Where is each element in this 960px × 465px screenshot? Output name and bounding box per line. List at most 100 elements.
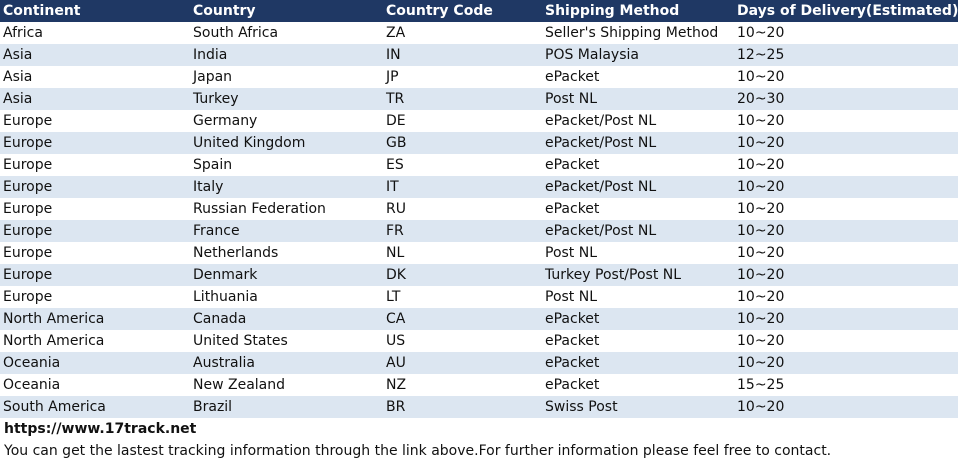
cell: POS Malaysia — [545, 47, 639, 63]
table-row: Europe Russian Federation RU ePacket 10~20 — [0, 198, 958, 220]
cell: Country — [193, 3, 256, 19]
cell: 12~25 — [737, 47, 785, 63]
cell: Spain — [193, 157, 233, 173]
cell: ZA — [386, 25, 406, 41]
cell: India — [193, 47, 228, 63]
cell: Asia — [3, 69, 33, 85]
cell: NL — [386, 245, 405, 261]
cell: 10~20 — [737, 289, 785, 305]
table-row: Oceania New Zealand NZ ePacket 15~25 — [0, 374, 958, 396]
cell: DE — [386, 113, 406, 129]
cell: Italy — [193, 179, 224, 195]
cell: Europe — [3, 267, 53, 283]
cell: ES — [386, 157, 404, 173]
cell: Asia — [3, 91, 33, 107]
cell: ePacket/Post NL — [545, 179, 657, 195]
table-row: Asia Turkey TR Post NL 20~30 — [0, 88, 958, 110]
cell: BR — [386, 399, 406, 415]
cell: Swiss Post — [545, 399, 618, 415]
cell: Germany — [193, 113, 258, 129]
cell: Shipping Method — [545, 3, 680, 19]
cell: Europe — [3, 223, 53, 239]
cell: 10~20 — [737, 223, 785, 239]
cell: Post NL — [545, 245, 598, 261]
cell: Canada — [193, 311, 247, 327]
cell: ePacket/Post NL — [545, 223, 657, 239]
cell: North America — [3, 333, 105, 349]
cell: 10~20 — [737, 135, 785, 151]
cell: JP — [386, 69, 399, 85]
cell: Denmark — [193, 267, 258, 283]
cell: New Zealand — [193, 377, 285, 393]
cell: Oceania — [3, 377, 61, 393]
shipping-table: Continent Country Country Code Shipping Met… — [0, 0, 958, 418]
cell: Lithuania — [193, 289, 258, 305]
cell: FR — [386, 223, 404, 239]
cell: NZ — [386, 377, 407, 393]
link[interactable]: https://www.17track.net — [4, 421, 197, 437]
cell: South America — [3, 399, 106, 415]
cell: Post NL — [545, 91, 598, 107]
cell: 10~20 — [737, 25, 785, 41]
table-row: North America United States US ePacket 10~20 — [0, 330, 958, 352]
cell: 10~20 — [737, 157, 785, 173]
cell: Continent — [3, 3, 81, 19]
cell: LT — [386, 289, 401, 305]
table-row: South America Brazil BR Swiss Post 10~20 — [0, 396, 958, 418]
table-row: Africa South Africa ZA Seller's Shipping Me… — [0, 22, 958, 44]
cell: 20~30 — [737, 91, 785, 107]
cell: US — [386, 333, 406, 349]
table-row: Asia India IN POS Malaysia 12~25 — [0, 44, 958, 66]
cell: IT — [386, 179, 399, 195]
cell: ePacket/Post NL — [545, 135, 657, 151]
table-row: Europe Denmark DK Turkey Post/Post NL 10~20 — [0, 264, 958, 286]
cell: Oceania — [3, 355, 61, 371]
cell: Africa — [3, 25, 43, 41]
cell: ePacket — [545, 333, 600, 349]
header-row: Continent Country Country Code Shipping Met… — [0, 0, 958, 22]
cell: Europe — [3, 201, 53, 217]
cell: Brazil — [193, 399, 233, 415]
cell: DK — [386, 267, 406, 283]
table-row: Europe Lithuania LT Post NL 10~20 — [0, 286, 958, 308]
cell: 10~20 — [737, 355, 785, 371]
cell: 10~20 — [737, 201, 785, 217]
cell: ePacket — [545, 377, 600, 393]
note: You can get the lastest tracking informa… — [4, 443, 832, 459]
table-row: Europe Netherlands NL Post NL 10~20 — [0, 242, 958, 264]
cell: 10~20 — [737, 311, 785, 327]
table-row: Oceania Australia AU ePacket 10~20 — [0, 352, 958, 374]
cell: Europe — [3, 289, 53, 305]
cell: Europe — [3, 179, 53, 195]
cell: United States — [193, 333, 288, 349]
cell: 10~20 — [737, 267, 785, 283]
cell: Europe — [3, 113, 53, 129]
cell: Russian Federation — [193, 201, 326, 217]
cell: 10~20 — [737, 333, 785, 349]
cell: Post NL — [545, 289, 598, 305]
cell: Country Code — [386, 3, 493, 19]
cell: ePacket — [545, 311, 600, 327]
cell: France — [193, 223, 240, 239]
cell: CA — [386, 311, 406, 327]
cell: Seller's Shipping Method — [545, 25, 719, 41]
cell: 10~20 — [737, 245, 785, 261]
cell: Europe — [3, 245, 53, 261]
cell: North America — [3, 311, 105, 327]
cell: United Kingdom — [193, 135, 306, 151]
table-row: Europe United Kingdom GB ePacket/Post NL 10~… — [0, 132, 958, 154]
table-row: Europe Germany DE ePacket/Post NL 10~20 — [0, 110, 958, 132]
cell: RU — [386, 201, 406, 217]
cell: GB — [386, 135, 407, 151]
cell: ePacket/Post NL — [545, 113, 657, 129]
cell: ePacket — [545, 355, 600, 371]
table-row: North America Canada CA ePacket 10~20 — [0, 308, 958, 330]
cell: Turkey — [193, 91, 239, 107]
cell: Days of Delivery(Estimated) — [737, 3, 959, 19]
cell: Europe — [3, 157, 53, 173]
cell: Europe — [3, 135, 53, 151]
cell: 15~25 — [737, 377, 785, 393]
cell: Turkey Post/Post NL — [545, 267, 682, 283]
cell: 10~20 — [737, 399, 785, 415]
